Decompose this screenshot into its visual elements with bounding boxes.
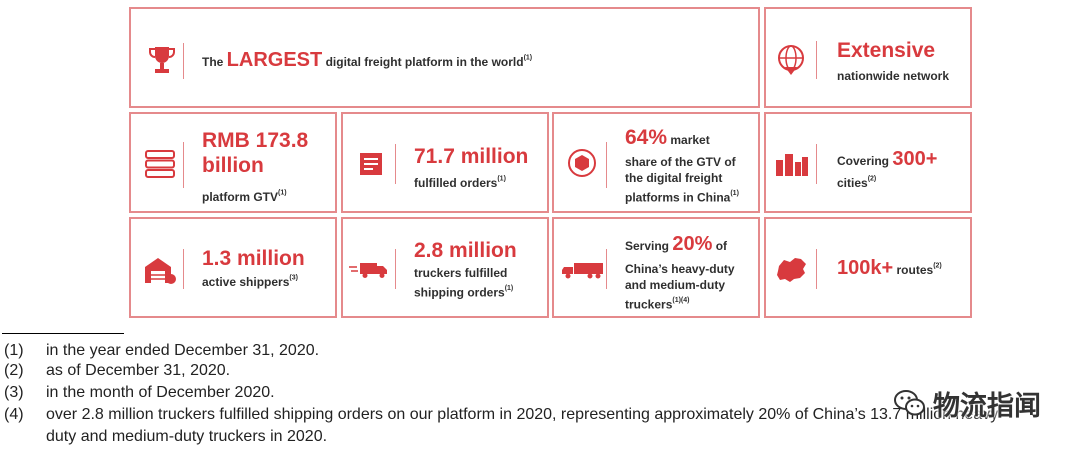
fast-truck-icon: [349, 263, 387, 278]
truckers-big: 2.8 million: [414, 239, 517, 262]
gtv-big: RMB 173.8 billion: [202, 129, 309, 177]
shippers-big: 1.3 million: [202, 247, 305, 270]
hero-text: The LARGEST digital freight platform in …: [202, 49, 532, 72]
hero-sup: (1): [523, 54, 533, 62]
share-sup: (1): [730, 190, 739, 197]
truckers-sub: truckers fulfilled shipping orders: [414, 266, 508, 300]
watermark: 物流指闻: [893, 383, 1071, 423]
hero-card: The LARGEST digital freight platform in …: [129, 7, 760, 108]
shippers-sub: active shippers: [202, 275, 290, 289]
package-box-icon: [568, 149, 596, 177]
footnote-num: (3): [4, 384, 24, 401]
truckers-sup: (1): [504, 285, 514, 292]
serving-sup: (1)(4): [672, 297, 690, 304]
city-buildings-icon: [776, 154, 808, 176]
serving-post: of: [712, 239, 728, 253]
routes-big: 100k+: [837, 257, 894, 279]
heavy-truck-icon: [562, 263, 603, 279]
cities-card: Covering 300+ cities(2): [764, 112, 972, 213]
footnote-num: (4): [4, 406, 24, 423]
wechat-icon: [894, 390, 925, 416]
footnote-num: (1): [4, 342, 24, 359]
gtv-sub: platform GTV: [202, 190, 279, 204]
orders-sup: (1): [497, 175, 506, 183]
footnote-text: as of December 31, 2020.: [46, 362, 231, 379]
share-card: 64% market share of the GTV of the digit…: [552, 112, 760, 213]
routes-sup: (2): [933, 262, 942, 270]
trophy-icon: [149, 47, 175, 73]
document-icon: [360, 153, 382, 175]
serving-pre: Serving: [625, 239, 673, 253]
orders-big: 71.7 million: [414, 145, 529, 168]
share-big: 64%: [625, 126, 668, 149]
footnote-text: duty and medium-duty truckers in 2020.: [46, 428, 328, 445]
network-card: Extensive nationwide network: [764, 7, 972, 108]
server-stack-icon: [145, 150, 175, 178]
shippers-sup: (3): [289, 274, 298, 282]
cities-big: 300+: [892, 148, 938, 170]
orders-sub: fulfilled orders: [414, 176, 498, 190]
orders-card: 71.7 million fulfilled orders(1): [341, 112, 549, 213]
share-line1: market: [667, 133, 710, 147]
watermark-text: 物流指闻: [933, 390, 1041, 422]
footnote-text: in the month of December 2020.: [46, 384, 275, 401]
china-map-icon: [777, 258, 806, 282]
hero-big: LARGEST: [226, 49, 323, 71]
cities-pre: Covering: [837, 154, 893, 168]
serving-big: 20%: [672, 233, 713, 255]
footnote-text: in the year ended December 31, 2020.: [46, 342, 320, 359]
globe-network-icon: [778, 45, 804, 75]
hero-post: digital freight platform in the world: [322, 55, 524, 69]
routes-sub: routes: [893, 263, 934, 277]
serving-rest: China’s heavy-duty and medium-duty truck…: [625, 262, 735, 312]
footnote-rule: [2, 333, 124, 334]
cities-sup: (2): [867, 175, 877, 183]
gtv-card: RMB 173.8 billion platform GTV(1): [129, 112, 337, 213]
routes-card: 100k+ routes(2): [764, 217, 972, 318]
truckers-card: 2.8 million truckers fulfilled shipping …: [341, 217, 549, 318]
shippers-card: 1.3 million active shippers(3): [129, 217, 337, 318]
share-rest: share of the GTV of the digital freight …: [625, 155, 736, 205]
footnote-num: (2): [4, 362, 24, 379]
cities-sub: cities: [837, 176, 868, 190]
gtv-sup: (1): [278, 189, 287, 197]
hero-pre: The: [202, 55, 227, 69]
footnote-text: over 2.8 million truckers fulfilled ship…: [46, 406, 1004, 423]
network-sub: nationwide network: [837, 69, 950, 83]
serving-card: Serving 20% of China’s heavy-duty and me…: [552, 217, 760, 318]
warehouse-icon: [145, 258, 176, 284]
network-big: Extensive: [837, 39, 936, 62]
